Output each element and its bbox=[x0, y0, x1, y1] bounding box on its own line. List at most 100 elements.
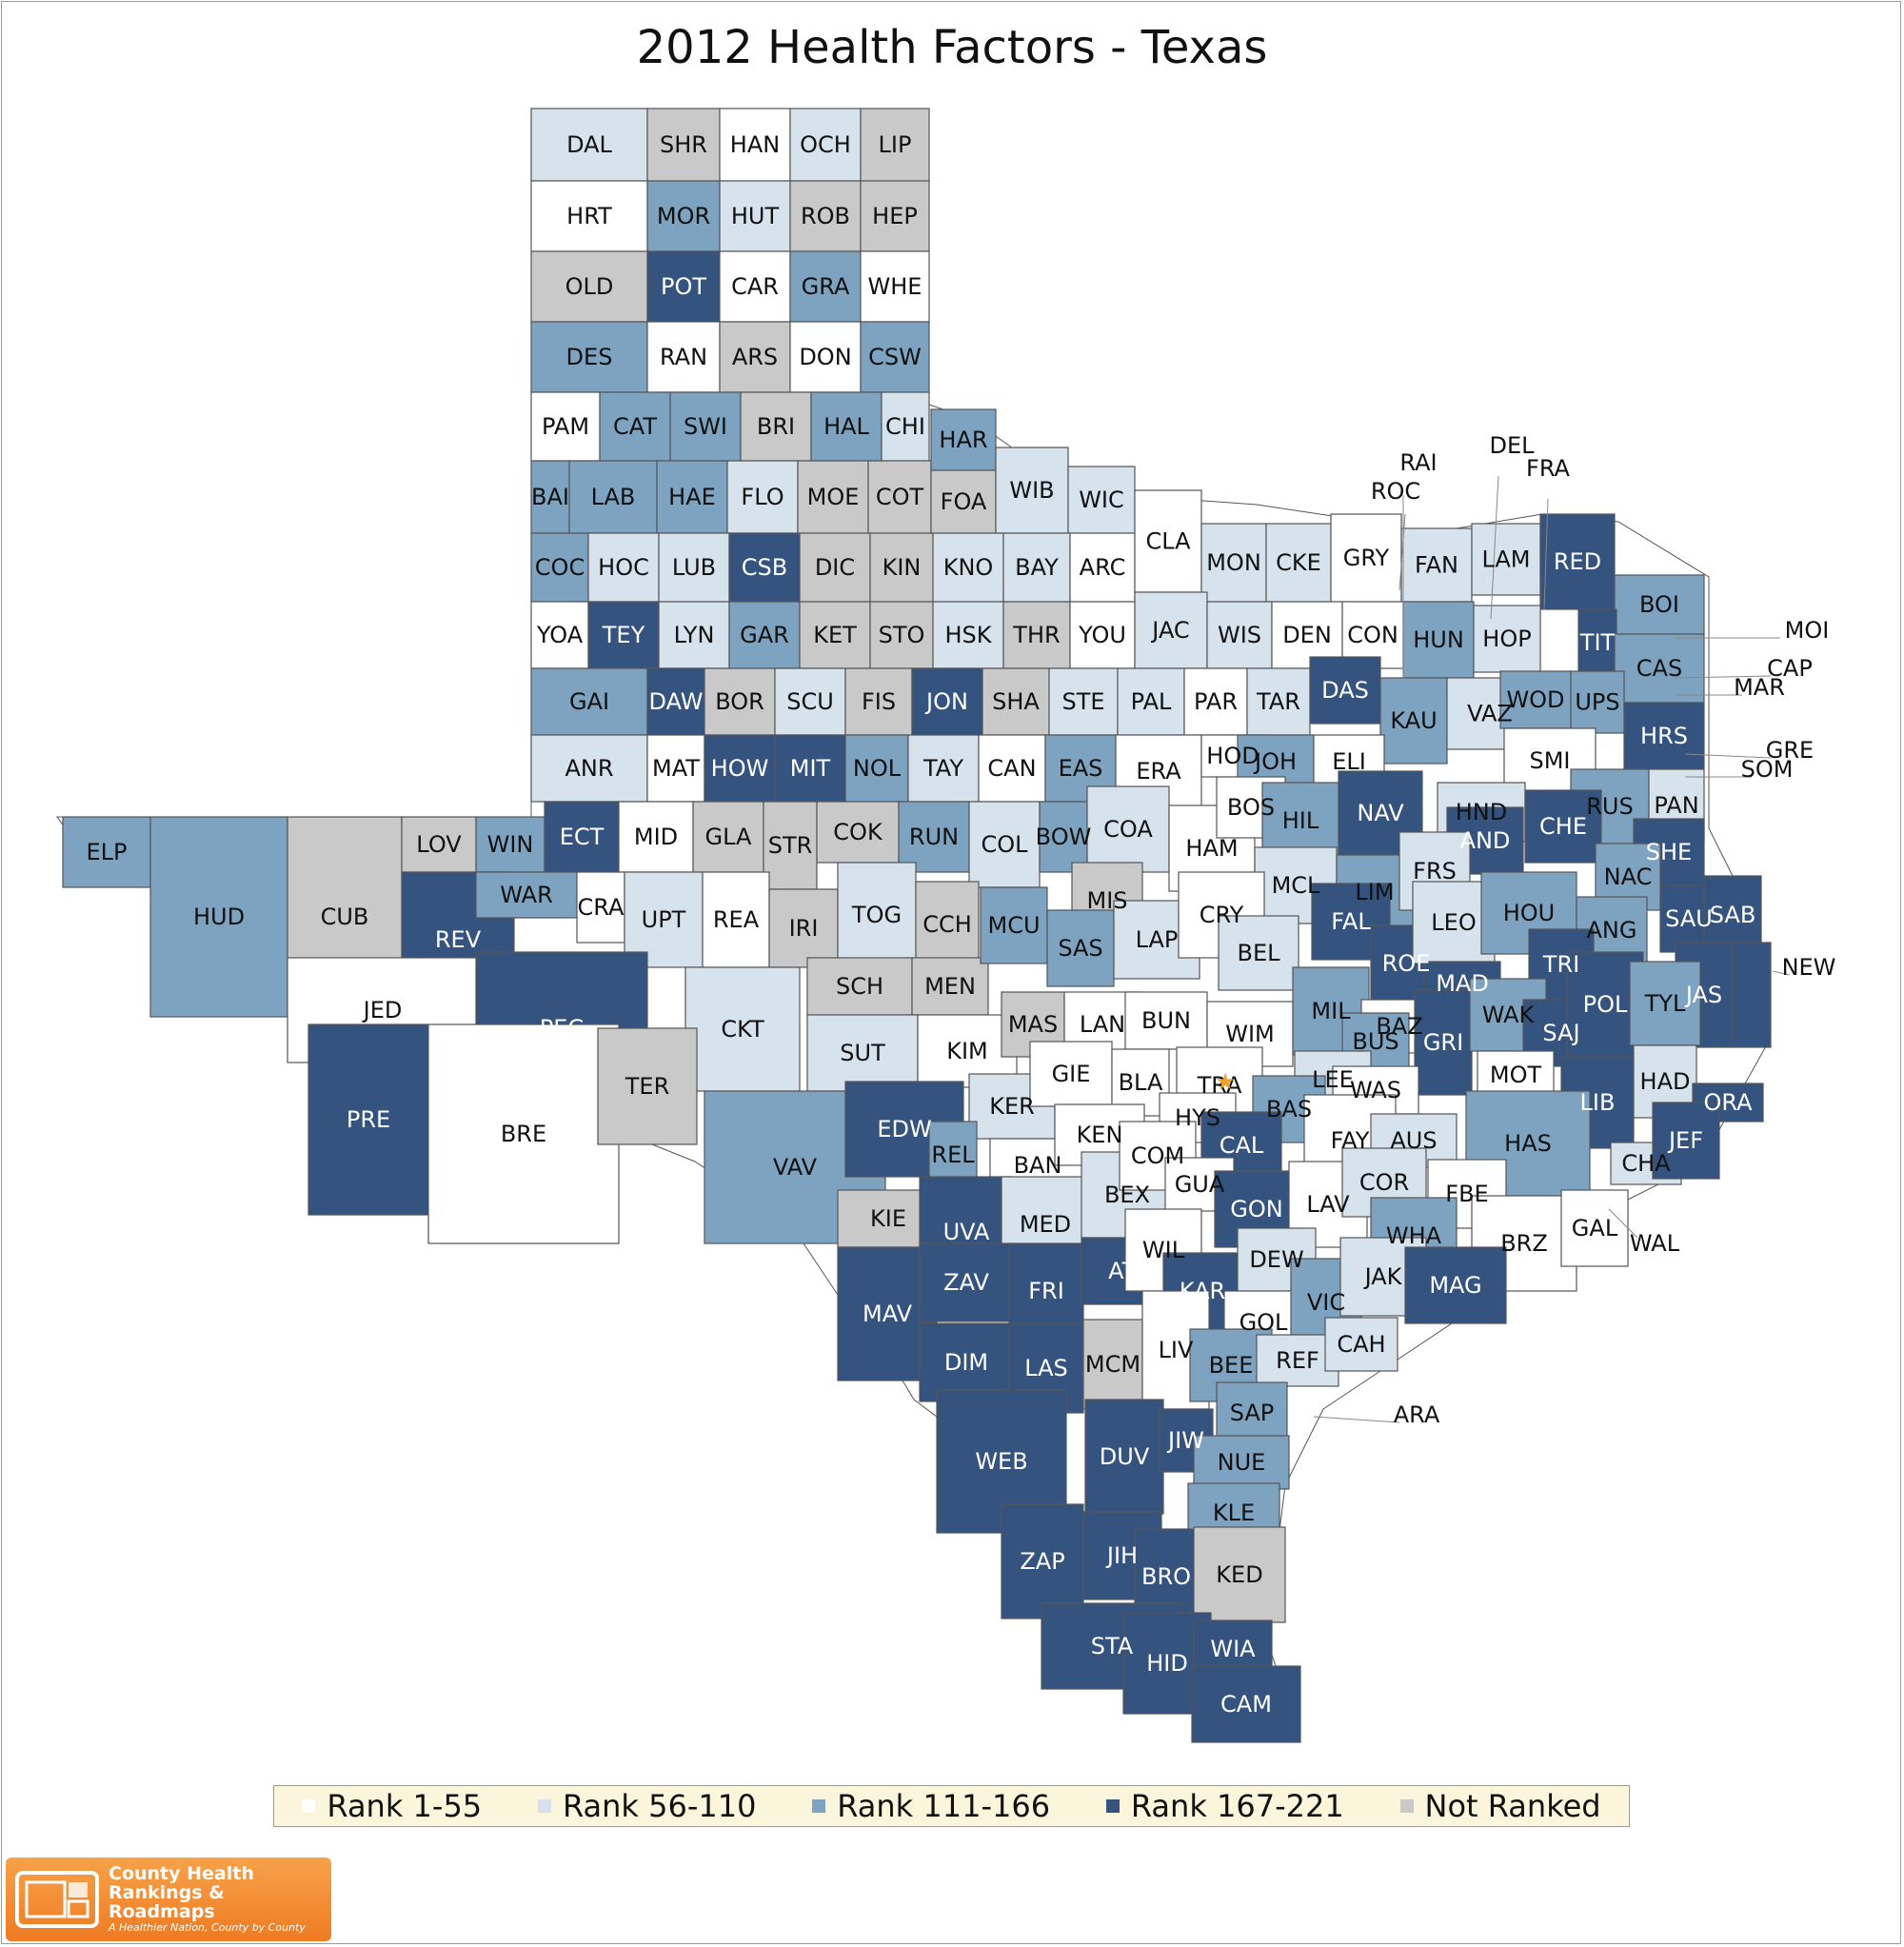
county-jon[interactable] bbox=[911, 667, 983, 736]
county-pre[interactable] bbox=[307, 1023, 429, 1216]
county-str[interactable] bbox=[763, 801, 818, 890]
county-das[interactable] bbox=[1309, 656, 1381, 725]
county-cot[interactable] bbox=[867, 460, 932, 534]
county-moe[interactable] bbox=[797, 460, 869, 534]
county-tog[interactable] bbox=[837, 862, 917, 968]
county-cas[interactable] bbox=[1614, 633, 1705, 704]
county-hrt[interactable] bbox=[530, 180, 648, 252]
county-lam[interactable] bbox=[1471, 523, 1541, 596]
county-pal[interactable] bbox=[1117, 667, 1185, 736]
county-nue[interactable] bbox=[1193, 1435, 1290, 1490]
county-ran[interactable] bbox=[646, 321, 721, 393]
county-ter[interactable] bbox=[597, 1027, 698, 1145]
county-pot[interactable] bbox=[646, 250, 721, 323]
county-pam[interactable] bbox=[530, 391, 601, 462]
county-run[interactable] bbox=[898, 801, 970, 873]
county-kno[interactable] bbox=[932, 532, 1004, 603]
county-bre[interactable] bbox=[427, 1023, 620, 1244]
county-duv[interactable] bbox=[1084, 1399, 1164, 1515]
county-lip[interactable] bbox=[860, 108, 930, 182]
county-cch[interactable] bbox=[915, 881, 980, 968]
county-upt[interactable] bbox=[624, 871, 704, 968]
county-you[interactable] bbox=[1069, 601, 1136, 669]
county-zav[interactable] bbox=[919, 1242, 1014, 1322]
county-cra[interactable] bbox=[576, 871, 625, 944]
county-mcu[interactable] bbox=[980, 886, 1048, 964]
county-gar[interactable] bbox=[728, 601, 801, 669]
county-mid[interactable] bbox=[618, 801, 694, 873]
county-tay[interactable] bbox=[907, 734, 980, 803]
county-sap[interactable] bbox=[1216, 1381, 1288, 1444]
county-mag[interactable] bbox=[1404, 1246, 1507, 1324]
county-coa[interactable] bbox=[1086, 785, 1170, 873]
county-fis[interactable] bbox=[844, 667, 913, 736]
county-lov[interactable] bbox=[401, 816, 477, 873]
county-fan[interactable] bbox=[1400, 527, 1473, 603]
county-ars[interactable] bbox=[719, 321, 791, 393]
county-tey[interactable] bbox=[587, 601, 660, 669]
county-bai[interactable] bbox=[530, 460, 570, 534]
county-gie[interactable] bbox=[1029, 1041, 1113, 1107]
county-ked[interactable] bbox=[1193, 1526, 1286, 1623]
county-old[interactable] bbox=[530, 250, 648, 323]
county-kau[interactable] bbox=[1379, 677, 1448, 765]
county-och[interactable] bbox=[789, 108, 862, 182]
county-gal[interactable] bbox=[1560, 1189, 1629, 1267]
county-ket[interactable] bbox=[799, 601, 871, 669]
county-hut[interactable] bbox=[719, 180, 791, 252]
county-mon[interactable] bbox=[1200, 523, 1267, 603]
county-sut[interactable] bbox=[806, 1014, 919, 1092]
county-swi[interactable] bbox=[669, 391, 742, 462]
county-jef[interactable] bbox=[1652, 1102, 1720, 1180]
county-gri[interactable] bbox=[1414, 989, 1473, 1096]
county-coc[interactable] bbox=[530, 532, 589, 603]
county-cam[interactable] bbox=[1191, 1665, 1301, 1743]
county-fri[interactable] bbox=[1008, 1242, 1084, 1340]
county-anr[interactable] bbox=[530, 734, 648, 803]
county-cah[interactable] bbox=[1324, 1317, 1398, 1372]
county-jac[interactable] bbox=[1134, 591, 1208, 669]
county-health-rankings-logo[interactable]: County Health Rankings & Roadmaps A Heal… bbox=[6, 1858, 331, 1941]
county-zap[interactable] bbox=[1001, 1503, 1084, 1619]
county-col[interactable] bbox=[968, 801, 1041, 888]
county-tyl[interactable] bbox=[1629, 961, 1701, 1046]
county-dim[interactable] bbox=[919, 1322, 1014, 1402]
county-hoc[interactable] bbox=[587, 532, 660, 603]
county-hil[interactable] bbox=[1261, 782, 1339, 860]
county-sch[interactable] bbox=[806, 957, 913, 1016]
county-whe[interactable] bbox=[860, 250, 930, 323]
county-car[interactable] bbox=[719, 250, 791, 323]
county-tar[interactable] bbox=[1246, 667, 1311, 736]
county-thr[interactable] bbox=[1002, 601, 1071, 669]
county-hsk[interactable] bbox=[932, 601, 1004, 669]
county-hrs[interactable] bbox=[1623, 702, 1705, 770]
county-scu[interactable] bbox=[774, 667, 846, 736]
county-boi[interactable] bbox=[1614, 574, 1705, 635]
county-wic[interactable] bbox=[1067, 466, 1136, 534]
county-new[interactable] bbox=[1732, 942, 1772, 1048]
county-yoa[interactable] bbox=[530, 601, 589, 669]
county-gai[interactable] bbox=[530, 667, 648, 736]
county-hud[interactable] bbox=[149, 816, 288, 1018]
county-mor[interactable] bbox=[646, 180, 721, 252]
county-bri[interactable] bbox=[740, 391, 812, 462]
county-bun[interactable] bbox=[1124, 991, 1208, 1050]
county-red[interactable] bbox=[1539, 513, 1616, 610]
county-wis[interactable] bbox=[1206, 601, 1273, 669]
county-csw[interactable] bbox=[860, 321, 930, 393]
county-rea[interactable] bbox=[702, 871, 770, 968]
county-csb[interactable] bbox=[728, 532, 801, 603]
county-chi[interactable] bbox=[881, 391, 930, 462]
county-dic[interactable] bbox=[799, 532, 871, 603]
county-iri[interactable] bbox=[768, 888, 839, 968]
county-cok[interactable] bbox=[816, 801, 900, 864]
county-kin[interactable] bbox=[869, 532, 934, 603]
county-lab[interactable] bbox=[568, 460, 658, 534]
county-daw[interactable] bbox=[646, 667, 705, 736]
county-arc[interactable] bbox=[1069, 532, 1136, 603]
county-hop[interactable] bbox=[1473, 605, 1541, 673]
county-che[interactable] bbox=[1524, 789, 1602, 864]
county-gra[interactable] bbox=[789, 250, 862, 323]
county-bel[interactable] bbox=[1218, 915, 1299, 991]
county-wib[interactable] bbox=[995, 447, 1069, 534]
